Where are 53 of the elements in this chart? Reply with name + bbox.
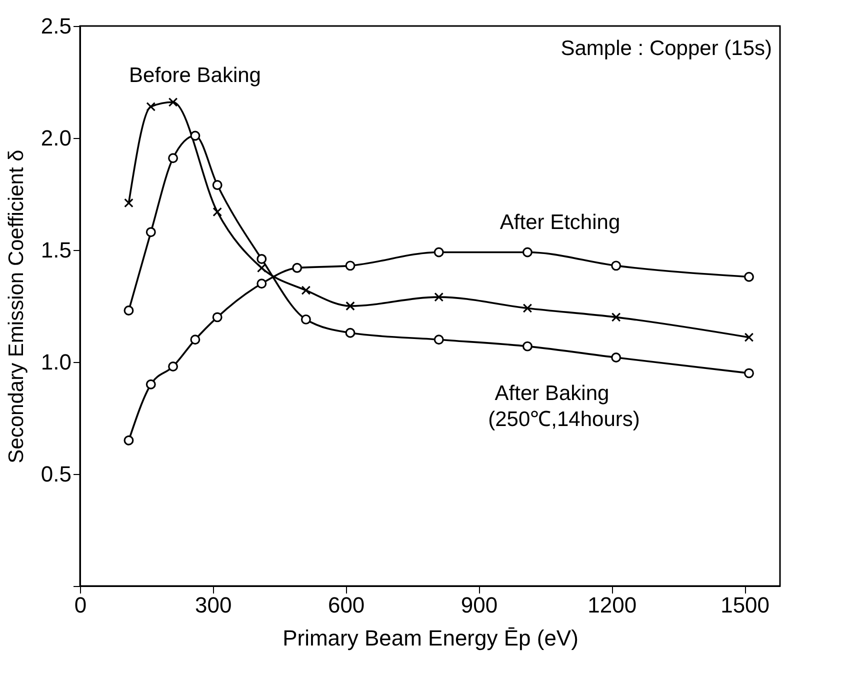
point	[611, 312, 621, 322]
point	[611, 260, 622, 271]
y-tick-label: 2.5	[40, 14, 72, 38]
point	[212, 180, 222, 190]
x-tick-label: 1500	[720, 592, 770, 618]
point	[124, 198, 134, 208]
point	[611, 352, 622, 362]
point	[190, 130, 200, 141]
x-axis-title: Primary Beam Energy Ēp (eV)	[282, 626, 578, 650]
y-tick-label: 2.0	[40, 126, 72, 150]
point	[345, 328, 356, 338]
y-axis-title: Secondary Emission Coefficient δ	[4, 150, 28, 464]
point	[146, 102, 156, 112]
point	[522, 341, 532, 352]
point	[212, 312, 222, 322]
point	[522, 247, 532, 258]
annotation: Before Baking	[129, 64, 261, 87]
y-tick-label: 1.0	[40, 350, 72, 374]
point	[434, 247, 444, 258]
x-tick-label: 0	[74, 592, 87, 618]
point	[522, 304, 532, 313]
point	[301, 286, 311, 295]
point	[212, 207, 222, 217]
point	[124, 306, 134, 316]
point	[300, 314, 311, 324]
x-tick-label: 600	[328, 592, 365, 618]
x-tick-label: 1200	[588, 592, 637, 618]
y-tick-label: 1.5	[40, 238, 72, 262]
point	[168, 153, 178, 164]
point	[190, 334, 200, 345]
y-tick-label: 0.5	[40, 462, 72, 486]
point	[346, 301, 355, 311]
point	[434, 334, 444, 345]
point	[292, 262, 302, 273]
point	[146, 227, 156, 238]
point	[256, 263, 266, 273]
point	[744, 332, 754, 342]
point	[744, 368, 754, 378]
point	[168, 362, 178, 372]
point	[146, 379, 156, 390]
point	[744, 272, 754, 282]
x-tick-label: 900	[460, 592, 498, 618]
x-tick-label: 300	[195, 592, 232, 618]
point	[256, 254, 267, 264]
point	[168, 97, 178, 107]
point	[345, 260, 356, 271]
point	[434, 292, 444, 302]
point	[256, 278, 267, 289]
annotation: After Baking	[494, 382, 610, 405]
annotation: Sample : Copper (15s)	[560, 37, 772, 60]
annotation: (250℃,14hours)	[488, 408, 640, 431]
annotation: After Etching	[500, 211, 620, 234]
point	[124, 435, 134, 446]
